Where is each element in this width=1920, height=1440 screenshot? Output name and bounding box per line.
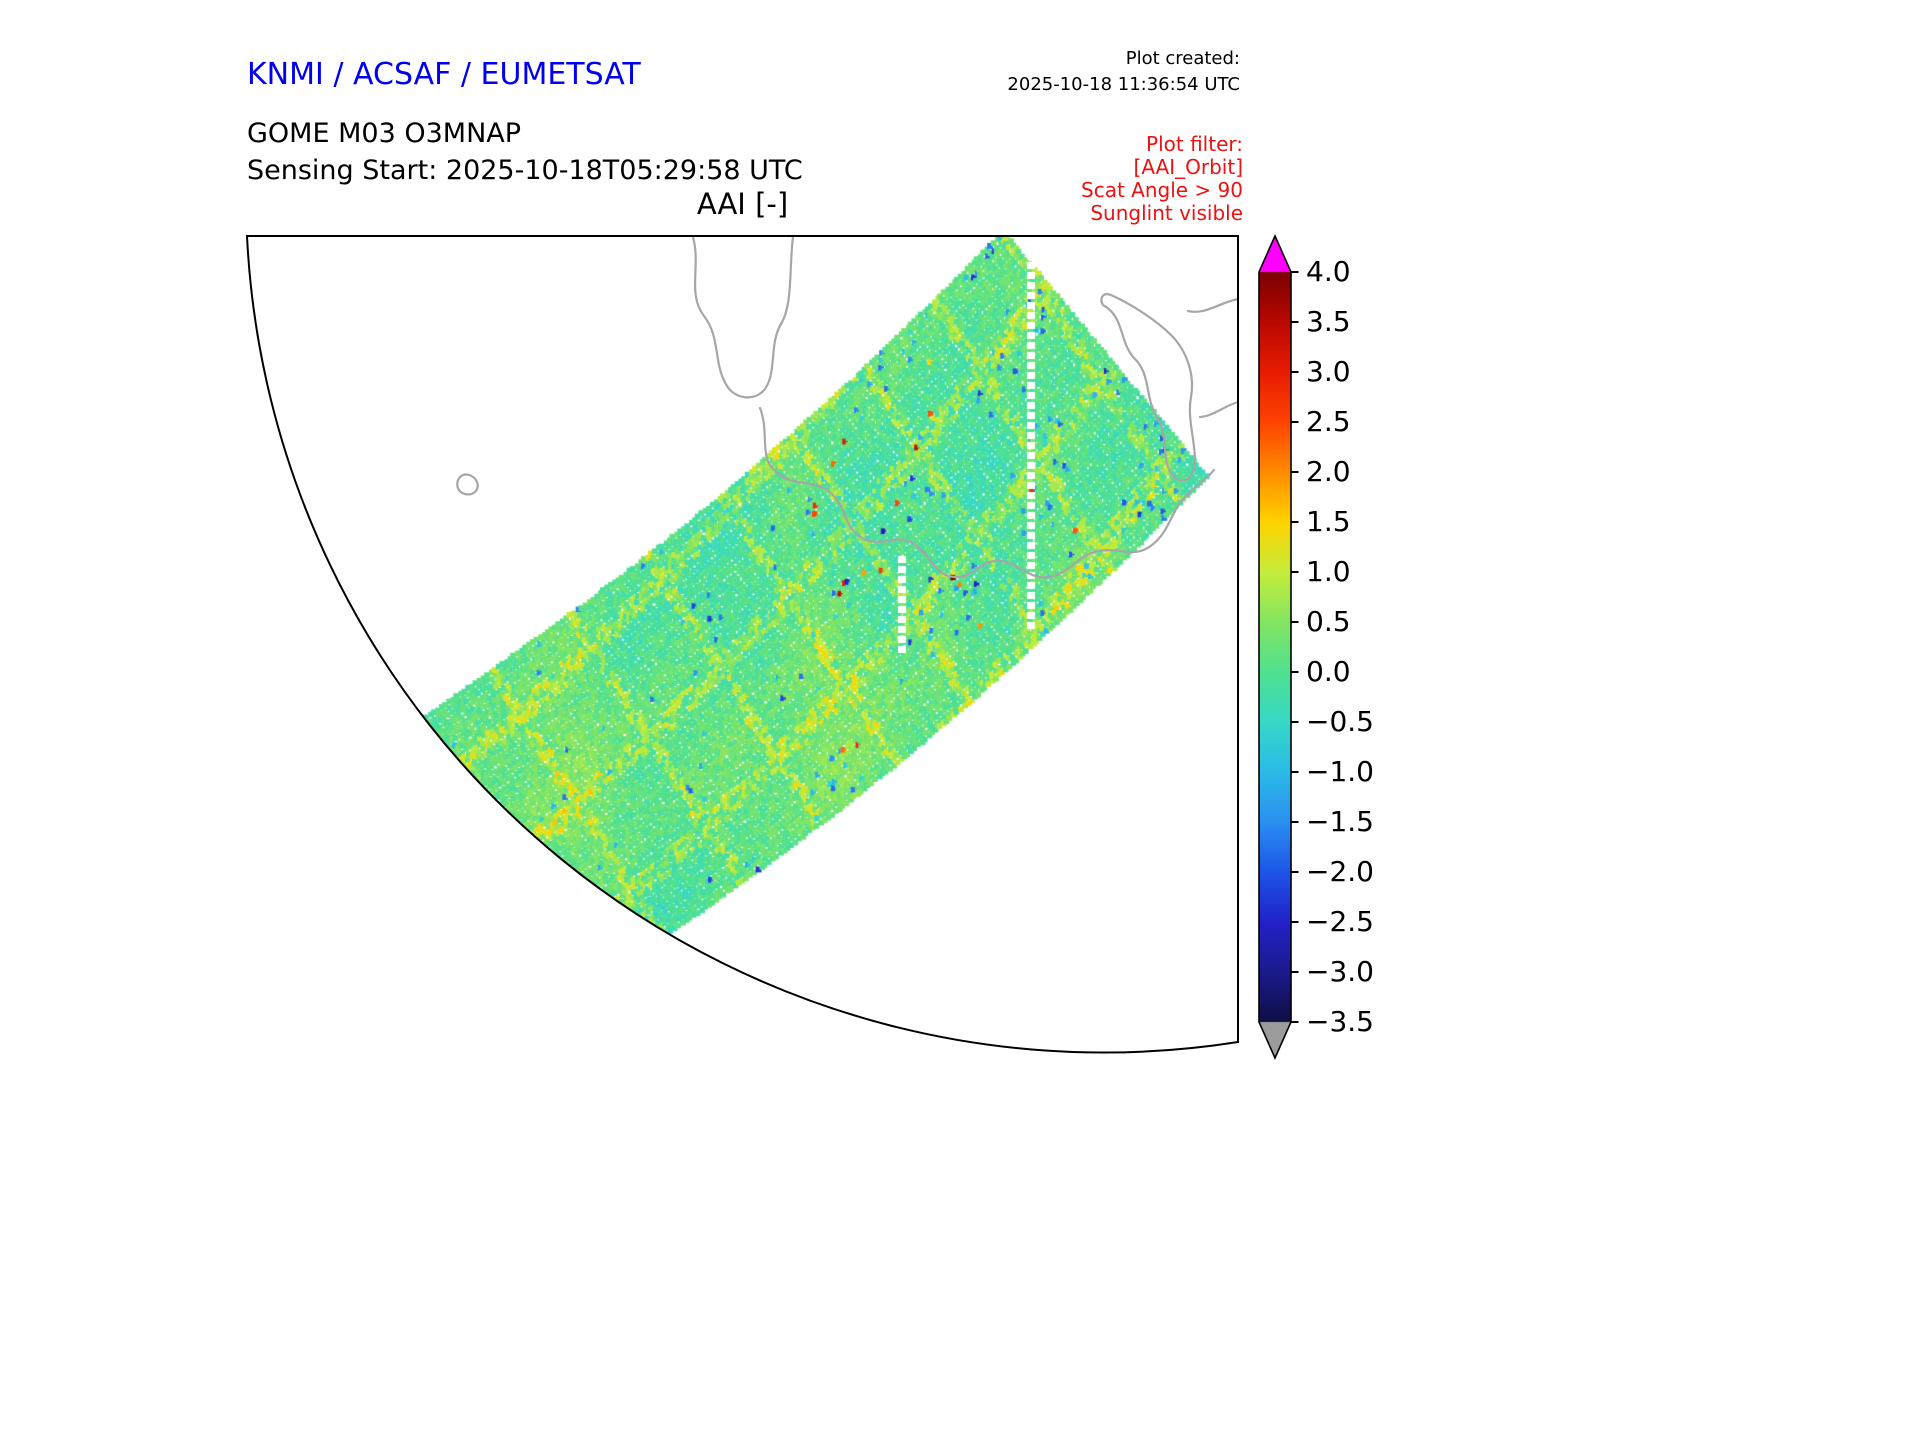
- colorbar-tick-label: 0.0: [1306, 655, 1351, 688]
- product-title: GOME M03 O3MNAP: [247, 118, 522, 149]
- colorbar-tick-label: 1.5: [1306, 505, 1351, 538]
- colorbar-tick-label: 3.0: [1306, 355, 1351, 388]
- plot-created-timestamp: 2025-10-18 11:36:54 UTC: [1007, 74, 1240, 95]
- colorbar-tick-label: −1.0: [1306, 755, 1374, 788]
- colorbar-tick-label: 4.0: [1306, 255, 1351, 288]
- plot-filter-line: Scat Angle > 90: [1081, 178, 1243, 202]
- coastline-path: [691, 235, 795, 399]
- colorbar-tick-label: 2.0: [1306, 455, 1351, 488]
- colorbar-tick-label: 2.5: [1306, 405, 1351, 438]
- plot-filter-line: Sunglint visible: [1090, 201, 1243, 225]
- plot-filter-line: [AAI_Orbit]: [1133, 155, 1243, 179]
- agency-title: KNMI / ACSAF / EUMETSAT: [247, 57, 641, 92]
- plot-created-block: Plot created: 2025-10-18 11:36:54 UTC: [1007, 46, 1240, 98]
- colorbar-tick-label: −3.5: [1306, 1005, 1374, 1038]
- colorbar-tick-label: −0.5: [1306, 705, 1374, 738]
- coastline-path: [1198, 400, 1240, 419]
- coastlines: [456, 235, 1240, 579]
- plot-title: AAI [-]: [696, 187, 789, 221]
- colorbar-tick-label: −2.5: [1306, 905, 1374, 938]
- plot-created-label: Plot created:: [1125, 48, 1240, 69]
- colorbar-tick-label: 0.5: [1306, 605, 1351, 638]
- colorbar-outline: [1258, 234, 1292, 1060]
- colorbar-tick-label: −2.0: [1306, 855, 1374, 888]
- colorbar-tick-label: 1.0: [1306, 555, 1351, 588]
- coastline-island-path: [456, 473, 479, 496]
- coastline-path: [1100, 293, 1197, 482]
- colorbar-tick-label: −3.0: [1306, 955, 1374, 988]
- plot-filter-label: Plot filter:: [1146, 132, 1243, 156]
- colorbar-ticks: [1291, 271, 1299, 1023]
- plot-filter-block: Plot filter: [AAI_Orbit] Scat Angle > 90…: [1081, 133, 1243, 225]
- colorbar-tick-label: −1.5: [1306, 805, 1374, 838]
- colorbar-tick-label: 3.5: [1306, 305, 1351, 338]
- coastline-path: [1186, 297, 1240, 313]
- coastline-path: [758, 406, 1216, 579]
- sensing-start-label: Sensing Start: 2025-10-18T05:29:58 UTC: [247, 155, 803, 186]
- plot-frame: [245, 235, 1239, 1054]
